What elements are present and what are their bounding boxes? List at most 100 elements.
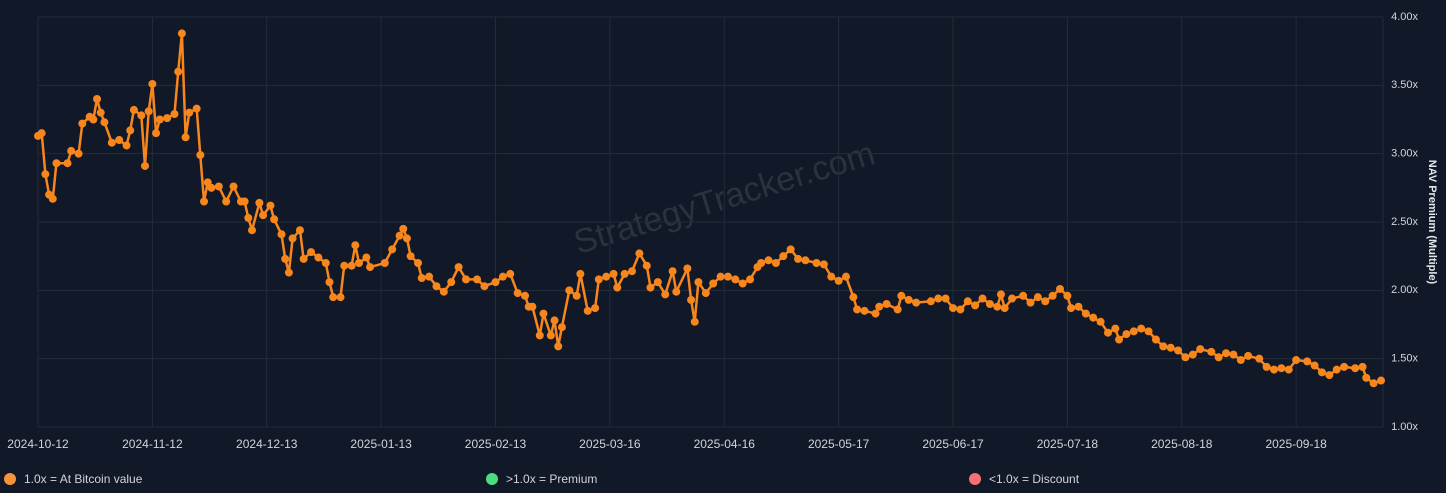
data-point (771, 259, 780, 267)
x-tick-label: 2025-04-16 (694, 437, 756, 451)
data-point (447, 278, 456, 287)
data-point (41, 170, 50, 179)
data-point (402, 234, 411, 243)
data-point (746, 275, 755, 284)
x-tick-label: 2025-05-17 (808, 437, 870, 451)
data-point (78, 119, 87, 128)
data-point (222, 197, 231, 206)
data-point (635, 249, 644, 258)
data-point (491, 278, 500, 287)
data-point (100, 118, 109, 127)
data-point (738, 279, 747, 288)
data-point (661, 290, 670, 299)
data-point (764, 256, 773, 265)
data-point (366, 263, 375, 272)
data-point (277, 230, 286, 239)
legend-swatch (4, 473, 16, 485)
data-point (185, 108, 194, 117)
data-point (985, 300, 994, 308)
x-tick-label: 2025-02-13 (465, 437, 527, 451)
data-point (1358, 362, 1367, 371)
data-point (247, 226, 256, 235)
legend-item: <1.0x = Discount (969, 472, 1080, 486)
data-point (480, 282, 489, 291)
data-point (1229, 350, 1238, 359)
data-point (200, 197, 209, 206)
data-point (163, 114, 172, 123)
data-point (174, 67, 183, 76)
data-point (406, 252, 415, 261)
data-point (1174, 346, 1183, 355)
data-point (1303, 357, 1312, 366)
data-point (152, 129, 161, 138)
data-point (690, 317, 699, 326)
data-point (897, 291, 906, 300)
data-point (129, 105, 138, 114)
data-point (701, 289, 710, 298)
x-tick-label: 2025-03-16 (579, 437, 641, 451)
legend-label: 1.0x = At Bitcoin value (24, 472, 143, 486)
data-point (628, 267, 637, 276)
data-point (583, 306, 592, 315)
data-point (716, 272, 725, 281)
data-point (941, 294, 950, 303)
data-point (281, 254, 290, 263)
data-point (528, 302, 537, 311)
data-point (325, 278, 334, 287)
data-point (314, 253, 323, 262)
data-point (126, 126, 135, 135)
data-point (1159, 342, 1168, 351)
data-point (115, 136, 124, 144)
data-point (1000, 304, 1009, 313)
data-point (1063, 291, 1072, 300)
data-point (842, 272, 851, 281)
data-point (259, 211, 268, 220)
data-point (1255, 354, 1264, 363)
data-point (1317, 368, 1326, 377)
data-point (934, 294, 943, 303)
data-point (646, 283, 655, 292)
data-point (336, 293, 345, 302)
data-point (1207, 347, 1216, 356)
data-point (1196, 345, 1205, 354)
data-point (723, 272, 732, 281)
data-point (240, 197, 249, 206)
legend-swatch (486, 473, 498, 485)
data-point (1214, 353, 1223, 362)
data-point (1144, 327, 1153, 336)
data-point (340, 261, 349, 270)
data-point (912, 298, 921, 307)
data-point (307, 248, 316, 257)
data-point (1137, 324, 1146, 333)
data-point (613, 283, 622, 292)
data-point (875, 302, 884, 311)
data-point (993, 302, 1002, 311)
data-point (354, 259, 363, 267)
data-point (244, 213, 253, 222)
data-point (1369, 379, 1378, 388)
y-tick-label: 2.50x (1391, 216, 1418, 228)
data-point (672, 287, 681, 296)
data-point (1310, 361, 1319, 370)
data-point (1115, 335, 1124, 344)
y-axis-title: NAV Premium (Multiple) (1426, 160, 1438, 285)
data-point (1067, 304, 1076, 313)
data-point (329, 293, 338, 302)
data-point (554, 342, 563, 351)
data-point (432, 282, 441, 291)
data-point (801, 256, 810, 265)
x-tick-label: 2025-07-18 (1037, 437, 1099, 451)
data-point (351, 241, 360, 250)
data-point (1351, 364, 1360, 373)
data-point (893, 305, 902, 314)
data-point (1166, 343, 1175, 352)
data-point (388, 245, 397, 254)
data-point (63, 159, 72, 168)
data-point (557, 323, 566, 332)
data-point (849, 293, 858, 302)
data-point (284, 268, 293, 277)
data-point (255, 198, 264, 207)
data-point (949, 304, 958, 313)
